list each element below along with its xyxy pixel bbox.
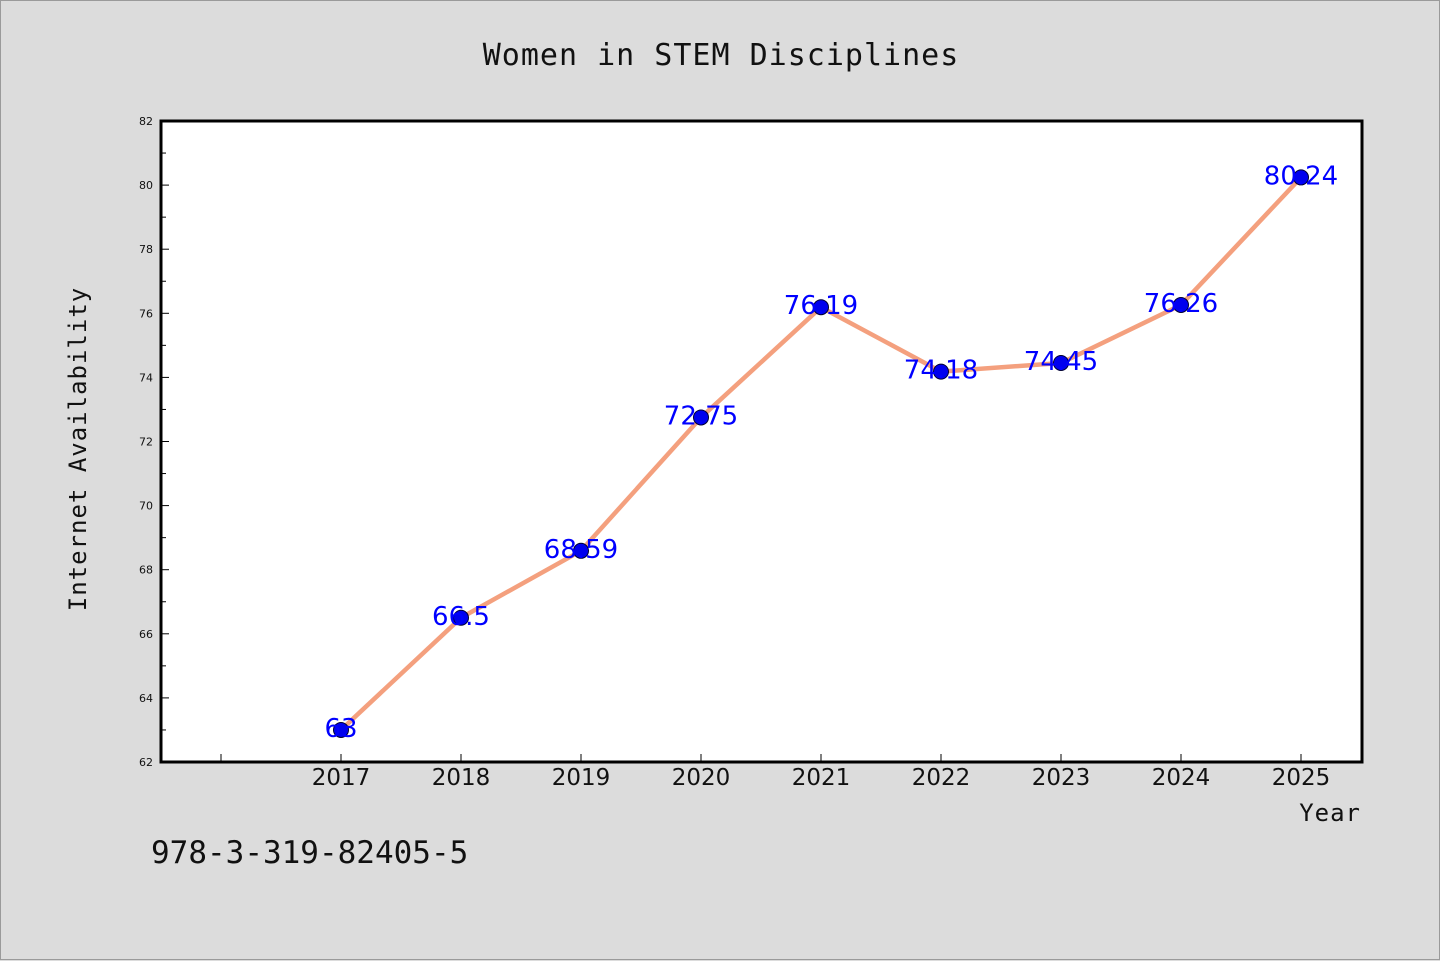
data-label: 74.18 xyxy=(904,356,978,386)
data-label: 74.45 xyxy=(1024,347,1098,377)
y-tick-label: 78 xyxy=(139,243,153,256)
x-tick-label: 2017 xyxy=(312,765,371,791)
y-tick-label: 70 xyxy=(139,500,153,513)
x-tick-label: 2022 xyxy=(912,765,971,791)
y-tick-label: 62 xyxy=(139,756,153,769)
x-tick-label: 2020 xyxy=(672,765,731,791)
data-label: 68.59 xyxy=(544,535,618,565)
data-point xyxy=(1293,169,1309,186)
data-point xyxy=(933,363,949,380)
data-label: 72.75 xyxy=(664,401,738,431)
plot-area xyxy=(159,119,1364,764)
data-point xyxy=(333,721,349,738)
x-tick-label: 2023 xyxy=(1032,765,1091,791)
y-tick-label: 80 xyxy=(139,179,153,192)
y-tick-label: 74 xyxy=(139,371,153,384)
data-point xyxy=(1053,354,1069,371)
y-tick-label: 72 xyxy=(139,436,153,449)
x-tick-label: 2024 xyxy=(1152,765,1211,791)
y-tick-label: 66 xyxy=(139,628,153,641)
x-tick-label: 2025 xyxy=(1272,765,1331,791)
data-point xyxy=(453,609,469,626)
data-point xyxy=(813,299,829,316)
data-point xyxy=(1173,296,1189,313)
data-label: 66.5 xyxy=(432,602,490,632)
data-label: 63 xyxy=(324,714,357,744)
chart-title: Women in STEM Disciplines xyxy=(483,38,960,73)
data-point xyxy=(693,409,709,426)
isbn-text: 978-3-319-82405-5 xyxy=(151,835,469,871)
y-tick-label: 76 xyxy=(139,307,153,320)
data-label: 76.19 xyxy=(784,291,858,321)
y-tick-label: 82 xyxy=(139,115,153,128)
data-label: 76.26 xyxy=(1144,289,1218,319)
y-axis-label: Internet Availability xyxy=(64,287,92,611)
x-tick-label: 2021 xyxy=(792,765,851,791)
x-tick-label: 2019 xyxy=(552,765,611,791)
x-axis-ticks: 2017 2018 2019 2020 2021 2022 2023 2024 2025 xyxy=(220,754,1331,791)
data-label: 80.24 xyxy=(1264,161,1338,191)
series-layer: 63 66.5 68.59 72.75 76.19 74.18 74.45 76.26 80.2… xyxy=(324,161,1338,744)
x-tick-label: 2018 xyxy=(432,765,491,791)
x-axis-label: Year xyxy=(1299,799,1361,827)
y-tick-label: 68 xyxy=(139,564,153,577)
y-tick-label: 64 xyxy=(139,692,153,705)
y-axis-ticks: 62 64 66 68 70 72 74 76 78 80 82 xyxy=(139,115,169,769)
data-point xyxy=(573,542,589,559)
